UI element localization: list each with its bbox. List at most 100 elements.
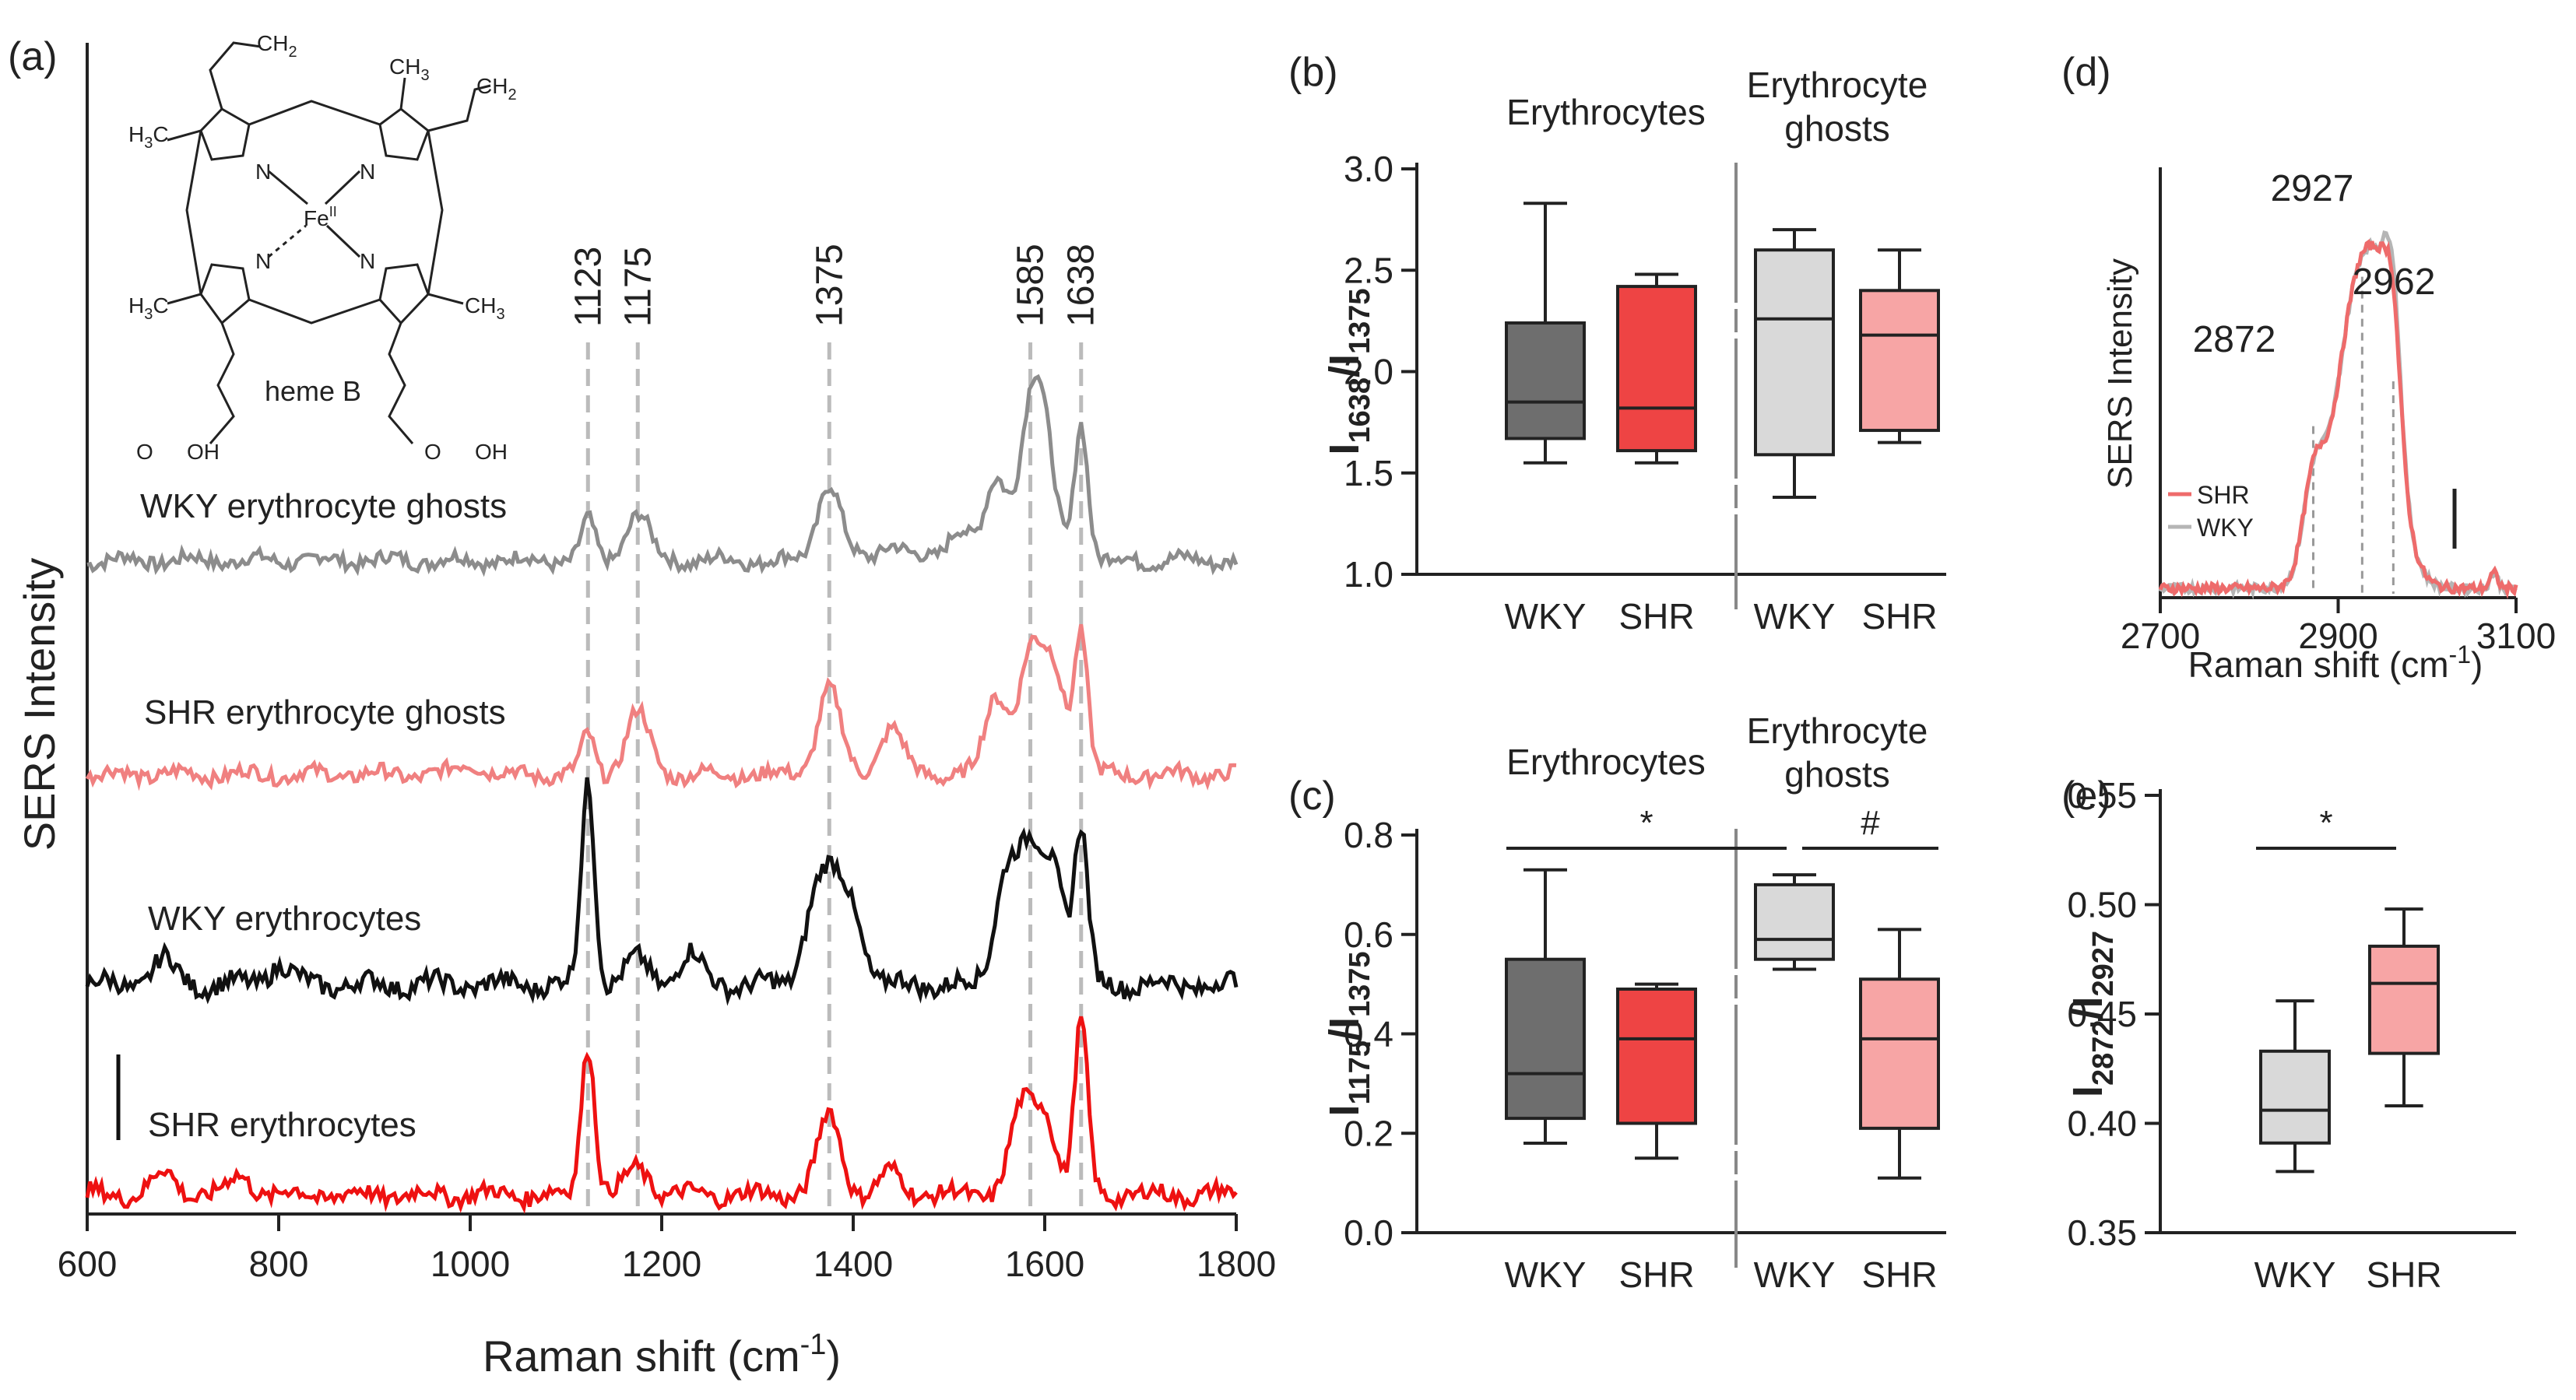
heme-n1: N [255,160,271,184]
panel-d-spectra: 2700 2900 3100 2872 2927 2962 SERS Intensity… [2101,167,2556,685]
heme-ch2-top: CH2 [257,31,297,61]
panel-a-x-tick-label: 600 [58,1244,118,1284]
panel-a-x-tick-label: 1600 [1005,1244,1084,1284]
heme-h3c-left: H3C [128,122,169,152]
panel-c-y-tick-label: 0.4 [1344,1014,1393,1054]
panel-a-x-tick-label: 1000 [431,1244,510,1284]
heme-methyl-top [399,77,406,110]
panel-a-x-tick-label: 1400 [814,1244,893,1284]
panel-b-y-tick-label: 2.5 [1344,250,1393,290]
panel-c-box [1859,977,1940,1130]
panel-a-spectrum-line [85,777,1239,1006]
panel-a-spectrum-label: SHR erythrocyte ghosts [144,693,506,732]
panel-e-y-tick-label: 0.50 [2067,885,2137,925]
panel-b-group-label: Erythrocyte ghosts [1747,65,1928,149]
heme-vinyl-1 [209,41,262,110]
heme-h3c-left-lower: H3C [128,293,169,323]
panel-c-category-label: WKY [1505,1254,1587,1295]
panel-c-category-label: WKY [1754,1254,1836,1295]
heme-ch3-right-lower: CH3 [465,293,505,323]
panel-a-peak-label: 1123 [568,247,609,327]
heme-bridge-left [185,130,202,295]
panel-c-y-tick-label: 0.8 [1344,815,1393,855]
heme-ch3-top: CH3 [389,54,430,84]
heme-atom-labels: CH2 CH3 CH2 H3C H3C CH3 N N N N FeII hem… [128,31,517,464]
heme-label: heme B [265,375,361,407]
heme-fe: FeII [304,204,337,230]
panel-a-peak-label: 1175 [617,247,659,327]
panel-b-category-label: WKY [1754,596,1836,637]
panel-d-peak-label: 2962 [2353,261,2436,303]
panel-c-box [1754,882,1835,961]
panel-a-x-tick-label: 1200 [622,1244,701,1284]
heme-methyl-left [167,129,202,142]
heme-oh-left: O [136,440,153,464]
panel-b-tag: (b) [1288,50,1338,95]
panel-b-y-tick-label: 1.0 [1344,554,1393,595]
panel-d-x-tick-label: 2900 [2298,616,2377,656]
panel-e-y-tick-label: 0.45 [2067,994,2137,1034]
panel-a-spectra: 600 800 1000 1200 1400 1600 1800 1123 1175 1375 1… [15,31,1276,1381]
panel-c-y-tick-label: 0.6 [1344,914,1393,955]
panel-e-boxplot: 0.35 0.40 0.45 0.50 0.55 I2872/I2927 WKY SHR * [2065,775,2516,1295]
panel-b-box [1859,289,1940,433]
panel-e-y-tick-label: 0.35 [2067,1212,2137,1253]
panel-c-box [1505,957,1586,1121]
heme-oh-right: OH [475,440,508,464]
panel-d-legend-label: WKY [2197,514,2254,542]
heme-oh-left2: OH [187,440,220,464]
panel-a-x-tick-label: 1800 [1197,1244,1276,1284]
panel-e-category-label: SHR [2366,1254,2441,1295]
panel-c-group-label: Erythrocytes [1506,742,1706,782]
panel-d-spectrum-line [2158,238,2518,599]
panel-c-boxplot: 0.0 0.2 0.4 0.6 0.8 I1175/I1375 WKY SHR WKY SHR Er… [1321,711,1946,1295]
panel-e-tag: (e) [2061,774,2111,819]
heme-b-structure [167,41,491,444]
panel-b-box [1754,248,1835,457]
panel-b-y-tick-label: 1.5 [1344,453,1393,493]
panel-b-box [1505,321,1586,440]
panel-a-peak-label: 1375 [809,244,850,327]
panel-a-peak-label: 1638 [1061,244,1102,327]
panel-c-tag: (c) [1288,774,1336,819]
heme-n4: N [360,249,375,273]
panel-e-y-label: I2872/I2927 [2065,931,2120,1097]
heme-bond [325,224,361,258]
heme-vinyl-2 [427,84,491,132]
panel-e-box [2368,944,2440,1055]
panel-a-spectrum-line [86,374,1239,577]
panel-c-significance-symbol: # [1861,804,1880,842]
panel-c-group-label: Erythrocyte ghosts [1747,711,1928,795]
panel-d-x-label: Raman shift (cm-1) [2188,640,2483,685]
panel-b-y-label: I1638/I1375 [1321,288,1376,454]
panel-c-category-label: SHR [1618,1254,1694,1295]
heme-bridge-right [427,130,444,295]
panel-e-y-tick-label: 0.40 [2067,1104,2137,1144]
panel-e-y-tick-label: 0.55 [2067,775,2137,816]
panel-a-spectrum-line [85,623,1237,791]
panel-b-category-label: WKY [1505,596,1587,637]
panel-b-y-tick-label: 2.0 [1344,352,1393,392]
heme-methyl-left-lower [167,293,202,305]
panel-b-boxplot: 1.0 1.5 2.0 2.5 3.0 I1638/I1375 WKY SHR WKY SHR Er… [1321,65,1946,637]
heme-bridge-top [248,100,381,126]
panel-b-box [1616,285,1697,453]
heme-methyl-right-lower [427,293,464,305]
heme-n2: N [360,160,375,184]
panel-a-tag: (a) [8,34,58,79]
panel-c-category-label: SHR [1861,1254,1937,1295]
heme-ring-1 [199,107,251,161]
panel-d-x-tick-label: 3100 [2476,616,2556,656]
panel-b-group-label: Erythrocytes [1506,92,1706,132]
panel-a-y-label: SERS Intensity [15,558,64,851]
panel-d-peak-label: 2872 [2193,319,2276,360]
panel-c-y-label: I1175/I1375 [1321,951,1376,1116]
heme-bond [268,224,307,258]
panel-b-y-tick-label: 3.0 [1344,149,1393,189]
panel-b-category-label: SHR [1861,596,1937,637]
panel-d-x-tick-label: 2700 [2121,616,2200,656]
heme-ring-2 [378,107,430,161]
panel-c-y-tick-label: 0.2 [1344,1113,1393,1153]
heme-bond [324,170,361,205]
